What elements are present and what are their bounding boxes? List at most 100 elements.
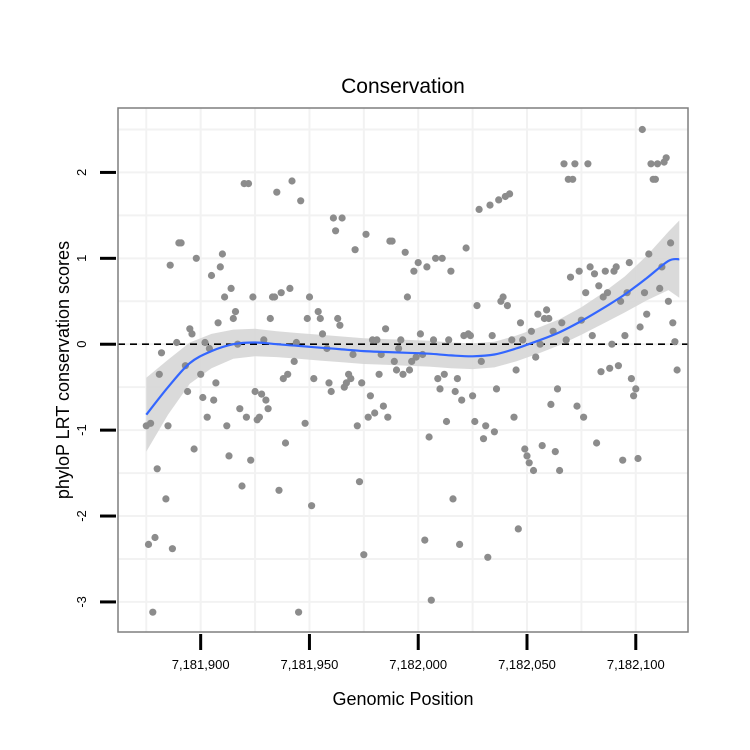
data-point <box>667 239 675 247</box>
data-point <box>451 387 459 396</box>
smooth-fit-line <box>145 257 680 416</box>
data-point <box>512 366 520 374</box>
data-point <box>329 214 337 222</box>
data-point <box>290 357 298 365</box>
data-point <box>310 375 318 383</box>
data-point <box>534 310 542 318</box>
data-point <box>414 259 422 267</box>
data-point <box>606 364 614 372</box>
data-point <box>279 375 287 383</box>
data-point <box>288 177 296 185</box>
data-point <box>597 368 605 376</box>
data-point <box>416 330 424 338</box>
data-point <box>242 413 250 421</box>
data-point <box>197 370 205 378</box>
data-point <box>314 308 322 316</box>
data-point <box>227 284 235 292</box>
data-point <box>338 214 346 222</box>
data-point <box>318 330 327 338</box>
data-point <box>462 244 470 252</box>
data-point <box>399 370 407 378</box>
data-point <box>653 160 662 168</box>
data-point <box>647 160 655 168</box>
data-point <box>277 289 285 297</box>
data-point <box>536 340 544 348</box>
data-point <box>255 413 263 421</box>
data-point <box>593 439 601 447</box>
data-point <box>456 540 464 549</box>
data-point <box>514 525 522 533</box>
data-point <box>229 314 237 323</box>
data-point <box>580 413 588 421</box>
data-point <box>656 284 664 292</box>
data-point <box>477 357 485 365</box>
data-point <box>207 271 216 280</box>
data-point <box>425 433 433 441</box>
data-point <box>236 405 244 413</box>
data-point <box>162 495 170 503</box>
data-point <box>192 254 200 262</box>
y-tick-label: 1 <box>74 255 89 262</box>
data-point <box>432 254 440 262</box>
data-point <box>484 553 492 561</box>
x-tick-label: 7,181,900 <box>172 657 230 672</box>
data-point <box>586 263 594 271</box>
plot-panel <box>117 107 689 633</box>
data-point <box>355 478 364 486</box>
data-point <box>305 293 314 301</box>
data-point <box>238 482 246 490</box>
data-point <box>382 325 390 333</box>
data-point <box>292 338 300 347</box>
data-point <box>316 314 324 323</box>
data-point <box>479 435 488 443</box>
data-point <box>251 387 259 396</box>
data-point <box>543 306 551 314</box>
data-point <box>619 456 627 464</box>
data-point <box>295 608 303 616</box>
data-point <box>275 486 283 494</box>
data-point <box>453 375 461 383</box>
data-point <box>223 422 231 430</box>
data-point <box>284 370 292 378</box>
data-point <box>671 338 679 346</box>
data-point <box>466 332 474 340</box>
data-point <box>231 308 240 316</box>
data-point <box>545 314 553 323</box>
data-point <box>157 349 166 357</box>
data-point <box>390 357 398 365</box>
data-point <box>473 302 481 310</box>
data-point <box>286 284 294 292</box>
data-point <box>471 417 479 426</box>
y-tick-label: -2 <box>74 510 89 522</box>
data-point <box>595 282 603 290</box>
data-point <box>560 160 568 168</box>
data-point <box>638 125 646 134</box>
data-point <box>225 452 233 460</box>
data-point <box>630 392 638 400</box>
data-point <box>538 442 546 450</box>
data-point <box>281 439 290 447</box>
data-point <box>332 227 340 235</box>
data-point <box>614 362 623 370</box>
data-point <box>669 319 677 327</box>
data-point <box>434 375 442 383</box>
data-point <box>373 336 381 344</box>
data-point <box>612 263 620 271</box>
data-point <box>405 366 414 374</box>
data-point <box>303 314 311 323</box>
data-point <box>262 396 270 404</box>
data-point <box>488 332 496 340</box>
data-point <box>412 353 420 361</box>
data-point <box>621 332 629 340</box>
data-point <box>584 160 592 168</box>
data-point <box>153 465 161 473</box>
y-tick-label: 2 <box>74 169 89 176</box>
data-point <box>475 205 483 213</box>
y-tick-label: -3 <box>74 596 89 608</box>
x-axis-title: Genomic Position <box>332 689 473 709</box>
data-point <box>510 413 518 421</box>
data-point <box>645 250 653 258</box>
data-point <box>575 267 583 275</box>
x-tick-label: 7,181,950 <box>281 657 339 672</box>
y-tick-label: -1 <box>74 424 89 436</box>
